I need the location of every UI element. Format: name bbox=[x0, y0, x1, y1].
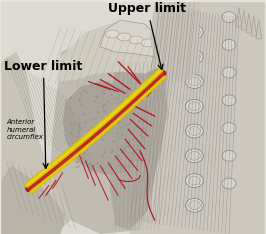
Ellipse shape bbox=[185, 75, 203, 88]
Ellipse shape bbox=[105, 30, 119, 38]
Ellipse shape bbox=[222, 67, 236, 78]
Text: Anterior
humeral
circumflex: Anterior humeral circumflex bbox=[6, 119, 43, 140]
Ellipse shape bbox=[188, 77, 200, 86]
Polygon shape bbox=[150, 2, 199, 81]
Ellipse shape bbox=[185, 124, 203, 138]
Ellipse shape bbox=[188, 151, 200, 160]
Ellipse shape bbox=[185, 174, 203, 187]
Ellipse shape bbox=[188, 201, 200, 210]
Ellipse shape bbox=[185, 50, 203, 64]
Ellipse shape bbox=[141, 39, 155, 47]
Polygon shape bbox=[241, 10, 247, 30]
Ellipse shape bbox=[188, 28, 200, 37]
Ellipse shape bbox=[185, 25, 203, 39]
Ellipse shape bbox=[117, 33, 131, 41]
Polygon shape bbox=[236, 7, 242, 27]
Text: Lower limit: Lower limit bbox=[4, 60, 82, 168]
Polygon shape bbox=[1, 166, 66, 234]
Polygon shape bbox=[246, 13, 252, 33]
Ellipse shape bbox=[188, 102, 200, 111]
Polygon shape bbox=[51, 37, 170, 234]
Polygon shape bbox=[63, 81, 148, 176]
Polygon shape bbox=[118, 2, 265, 234]
Ellipse shape bbox=[188, 127, 200, 135]
Ellipse shape bbox=[222, 12, 236, 23]
Polygon shape bbox=[108, 57, 168, 230]
Ellipse shape bbox=[185, 149, 203, 163]
Polygon shape bbox=[56, 22, 165, 81]
Ellipse shape bbox=[222, 178, 236, 189]
Polygon shape bbox=[1, 52, 70, 234]
Ellipse shape bbox=[185, 198, 203, 212]
Polygon shape bbox=[100, 20, 162, 57]
Polygon shape bbox=[251, 16, 257, 36]
Ellipse shape bbox=[188, 52, 200, 61]
Ellipse shape bbox=[222, 40, 236, 50]
Polygon shape bbox=[256, 19, 262, 39]
Ellipse shape bbox=[222, 150, 236, 161]
Ellipse shape bbox=[185, 99, 203, 113]
Ellipse shape bbox=[222, 123, 236, 134]
Ellipse shape bbox=[222, 95, 236, 106]
Text: Upper limit: Upper limit bbox=[108, 2, 186, 69]
Ellipse shape bbox=[188, 176, 200, 185]
Ellipse shape bbox=[129, 36, 143, 44]
